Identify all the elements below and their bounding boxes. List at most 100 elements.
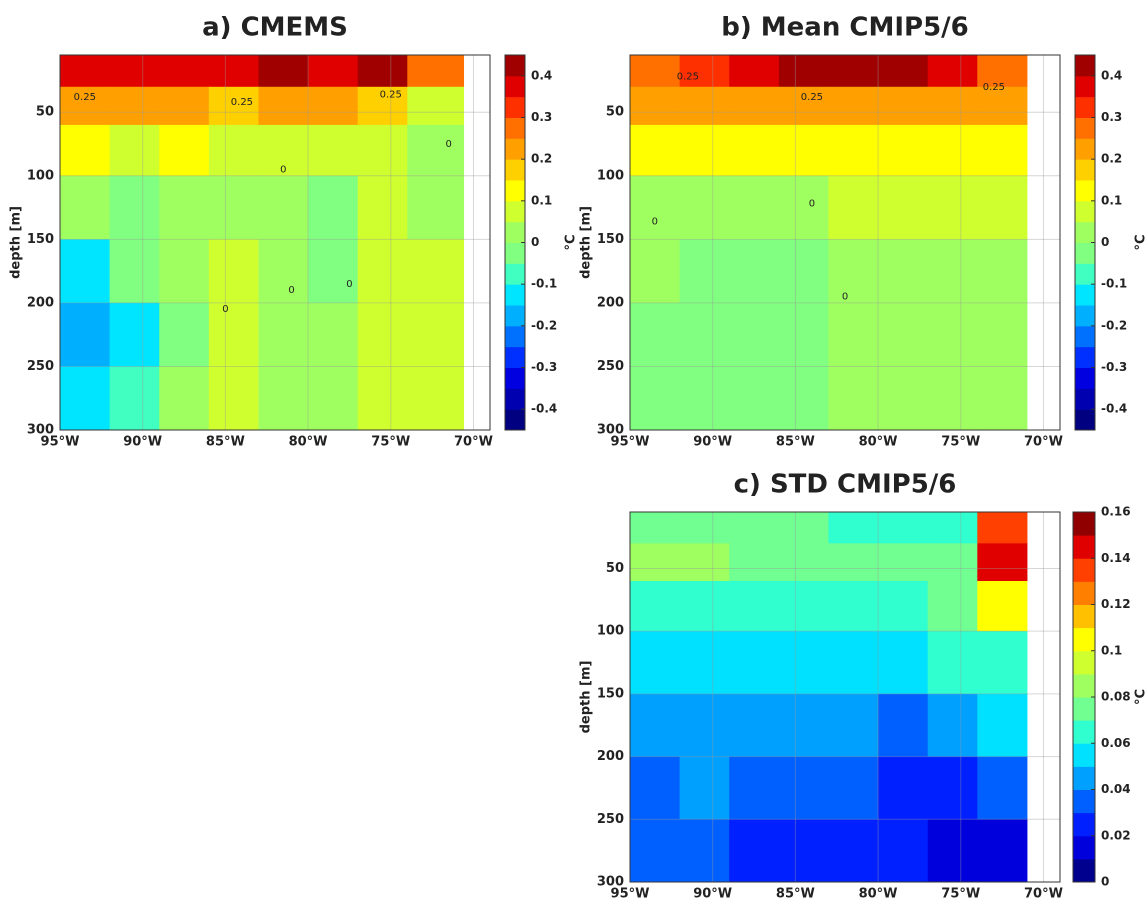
y-tick-label: 100 bbox=[597, 624, 624, 639]
colorbar-swatch bbox=[505, 159, 525, 181]
colorbar-tick-label: 0 bbox=[531, 235, 539, 249]
cell bbox=[308, 239, 359, 304]
cell bbox=[60, 366, 111, 431]
colorbar-swatch bbox=[505, 367, 525, 389]
cell bbox=[977, 819, 1028, 883]
cell bbox=[258, 55, 309, 88]
colorbar-swatch bbox=[1075, 117, 1095, 139]
y-tick-label: 150 bbox=[597, 686, 624, 701]
y-tick-label: 50 bbox=[606, 105, 624, 120]
cell bbox=[679, 55, 730, 88]
cell bbox=[630, 175, 681, 240]
cell bbox=[208, 302, 259, 367]
cell bbox=[828, 819, 879, 883]
cell bbox=[778, 512, 829, 544]
colorbar-swatch bbox=[505, 200, 525, 223]
cell bbox=[828, 512, 879, 544]
cell bbox=[679, 124, 730, 177]
y-tick-label: 250 bbox=[597, 359, 624, 374]
y-axis-label: depth [m] bbox=[9, 206, 24, 279]
colorbar-swatch bbox=[505, 409, 525, 431]
cell bbox=[927, 175, 978, 240]
cell bbox=[878, 86, 929, 126]
y-tick-label: 300 bbox=[597, 875, 624, 890]
cell bbox=[109, 86, 160, 126]
cell bbox=[778, 819, 829, 883]
cell bbox=[729, 756, 780, 820]
cell bbox=[778, 631, 829, 695]
cell bbox=[407, 366, 465, 431]
cell bbox=[729, 86, 780, 126]
colorbar-tick-label: 0.1 bbox=[1101, 193, 1122, 207]
colorbar-swatch bbox=[505, 117, 525, 139]
cell bbox=[878, 819, 929, 883]
colorbar-swatch bbox=[1075, 284, 1095, 306]
colorbar-label: °C bbox=[564, 234, 579, 250]
cell bbox=[357, 55, 408, 88]
colorbar-swatch bbox=[505, 284, 525, 306]
colorbar-tick-label: 0.3 bbox=[531, 110, 552, 124]
cell bbox=[60, 124, 111, 177]
colorbar-swatch bbox=[1073, 535, 1095, 559]
cell bbox=[308, 175, 359, 240]
cell bbox=[159, 366, 210, 431]
cell bbox=[878, 631, 929, 695]
cell bbox=[778, 543, 829, 582]
colorbar-label: °C bbox=[1134, 689, 1145, 705]
cell bbox=[630, 366, 681, 431]
contour-label: 0.25 bbox=[231, 97, 253, 108]
colorbar-swatch bbox=[505, 388, 525, 410]
cell bbox=[60, 86, 111, 126]
x-tick-label: 90°W bbox=[693, 887, 732, 902]
cell bbox=[60, 302, 111, 367]
cell bbox=[357, 302, 408, 367]
colorbar-swatch bbox=[1073, 858, 1095, 883]
cell bbox=[878, 693, 929, 758]
colorbar-swatch bbox=[1073, 697, 1095, 721]
cell bbox=[778, 239, 829, 304]
colorbar-swatch bbox=[1075, 263, 1095, 285]
y-tick-label: 200 bbox=[597, 749, 624, 764]
cell bbox=[927, 756, 978, 820]
cell bbox=[357, 124, 408, 177]
colorbar-swatch bbox=[1075, 242, 1095, 264]
cell bbox=[828, 55, 879, 88]
cell bbox=[828, 580, 879, 632]
cell bbox=[679, 175, 730, 240]
cell bbox=[977, 543, 1028, 582]
colorbar-tick-label: -0.4 bbox=[1101, 402, 1127, 416]
colorbar-tick-label: 0.14 bbox=[1101, 551, 1131, 565]
cell bbox=[828, 124, 879, 177]
cell bbox=[258, 86, 309, 126]
cell bbox=[630, 124, 681, 177]
x-tick-label: 85°W bbox=[776, 887, 815, 902]
colorbar-swatch bbox=[505, 305, 525, 327]
cell bbox=[828, 302, 879, 367]
x-tick-label: 80°W bbox=[289, 435, 328, 450]
x-tick-label: 70°W bbox=[1024, 887, 1063, 902]
colorbar-tick-label: 0.2 bbox=[531, 152, 552, 166]
cell bbox=[630, 512, 681, 544]
x-tick-label: 70°W bbox=[454, 435, 493, 450]
cell bbox=[828, 631, 879, 695]
x-tick-label: 90°W bbox=[693, 435, 732, 450]
cell bbox=[679, 756, 730, 820]
y-tick-label: 250 bbox=[27, 359, 54, 374]
cell bbox=[977, 239, 1028, 304]
cell bbox=[878, 124, 929, 177]
cell bbox=[630, 55, 681, 88]
cell bbox=[977, 580, 1028, 632]
colorbar-swatch bbox=[1075, 388, 1095, 410]
cell bbox=[878, 239, 929, 304]
cell bbox=[778, 55, 829, 88]
x-tick-label: 75°W bbox=[941, 435, 980, 450]
y-tick-label: 150 bbox=[27, 232, 54, 247]
cell bbox=[258, 239, 309, 304]
cell bbox=[977, 631, 1028, 695]
cell bbox=[729, 543, 780, 582]
cell bbox=[630, 631, 681, 695]
colorbar-swatch bbox=[1075, 75, 1095, 98]
contour-label: 0 bbox=[346, 279, 352, 290]
x-tick-label: 95°W bbox=[611, 887, 650, 902]
